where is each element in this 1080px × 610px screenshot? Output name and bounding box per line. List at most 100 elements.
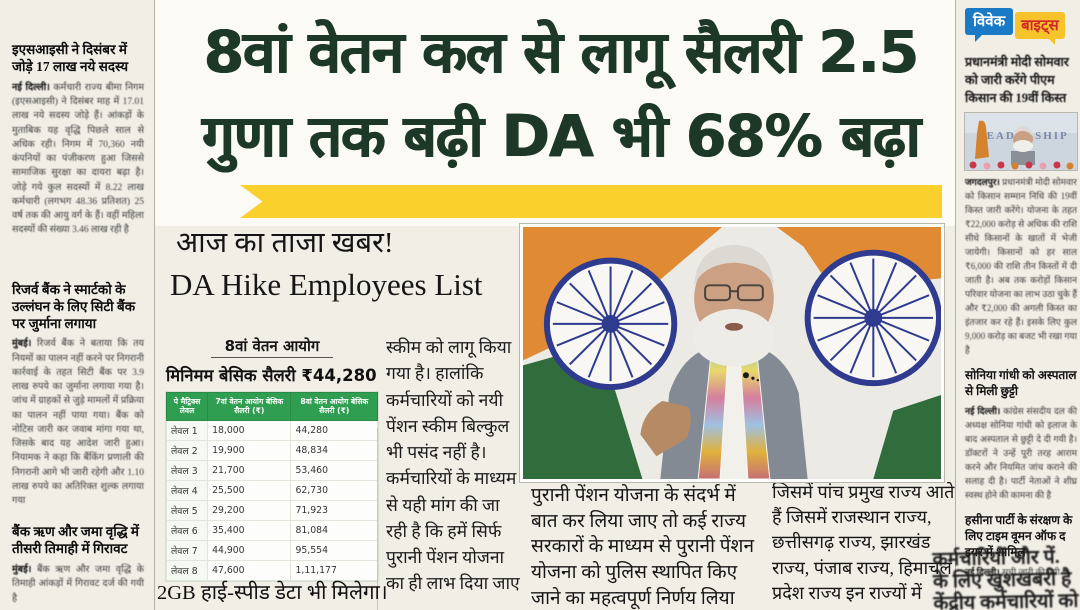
- cell-old: 19,900: [207, 439, 292, 461]
- body-column-3: जिसमें पांच प्रमुख राज्य आते हैं जिसमें …: [772, 482, 955, 610]
- cell-new: 48,834: [290, 439, 378, 461]
- table-row: लेवल 5 29,200 71,923: [165, 499, 378, 521]
- dateline: मुंबई।: [12, 339, 32, 350]
- pm-modi-main-photo: [520, 224, 944, 482]
- ashoka-chakra-icon: [804, 249, 941, 387]
- left-article-2-body: मुंबई। रिजर्व बैंक ने बताया कि तय नियमों…: [12, 337, 144, 515]
- vivek-bytes-logo: विवेक बाइट्स: [965, 8, 1077, 45]
- yellow-ribbon-highlight: [240, 185, 942, 218]
- small-photo-illustration: LEADERSHIP: [965, 113, 1077, 171]
- pm-modi-photo-illustration: [523, 227, 941, 479]
- cell-new: 44,280: [290, 419, 378, 441]
- pm-modi-small-photo: LEADERSHIP: [965, 113, 1077, 171]
- vivek-bytes-column: विवेक बाइट्स प्रधानमंत्री मोदी सोमवार को…: [961, 0, 1080, 610]
- column-divider-middle: [377, 428, 378, 610]
- kicker-english: DA Hike Employees List: [170, 267, 483, 302]
- kicker-hindi: आज का ताजा खबर!: [176, 227, 394, 259]
- cell-old: 47,600: [207, 559, 292, 581]
- body-text: सूची जारी की गयी: [1001, 567, 1060, 578]
- cell-old: 21,700: [207, 459, 292, 481]
- flag-green-band: [523, 343, 643, 479]
- body-column-1: स्कीम को लागू किया गया है। हालांकि कर्मच…: [386, 337, 520, 594]
- cell-old: 25,500: [207, 479, 292, 501]
- main-headline-line-1: 8वां वेतन कल से लागू सैलरी 2.5: [203, 18, 919, 86]
- table-row: लेवल 6 35,400 81,084: [165, 519, 378, 541]
- salary-table: पे मैट्रिक्स लेवल 7वां वेतन आयोग बेसिक स…: [165, 392, 378, 581]
- flower-garland-icon: [969, 161, 1074, 170]
- dateline: नई दिल्ली।: [965, 405, 1001, 416]
- flag-green-band: [873, 395, 941, 479]
- col-header-7th: 7वां वेतन आयोग बेसिक सैलरी (₹): [207, 392, 292, 421]
- body-text: रिजर्व बैंक ने बताया कि तय नियमों का पाल…: [12, 339, 144, 507]
- cell-level: लेवल 7: [165, 539, 209, 561]
- cell-old: 44,900: [207, 539, 292, 561]
- table-row: लेवल 3 21,700 53,460: [165, 459, 378, 481]
- logo-part-yellow: बाइट्स: [1015, 12, 1065, 45]
- ghost-line: केंद्रीय कर्मचारियों को: [933, 590, 1079, 610]
- glasses-icon: [704, 284, 764, 302]
- ghost-line: के लिए खुशखबरी है: [932, 568, 1072, 593]
- ghost-line: कर्मचारियों और पें.: [932, 546, 1060, 571]
- cell-level: लेवल 5: [165, 499, 209, 521]
- gesturing-hand: [640, 400, 691, 457]
- table-row: लेवल 1 18,000 44,280: [165, 419, 378, 441]
- col-header-level: पे मैट्रिक्स लेवल: [165, 392, 209, 421]
- column-divider-left: [154, 0, 155, 610]
- body-text: कांग्रेस संसदीय दल की अध्यक्ष सोनिया गां…: [965, 405, 1077, 500]
- cell-level: लेवल 2: [165, 439, 209, 461]
- body-text: बैंक ऋण और जमा वृद्धि के तिमाही आंकड़ों …: [12, 565, 144, 604]
- left-article-2-headline: रिजर्व बैंक ने स्मार्टको के उल्लंघन के ल…: [12, 281, 136, 331]
- right-article-2-headline: सोनिया गांधी को अस्पताल से मिली छुट्टी: [965, 367, 1077, 398]
- cell-new: 62,730: [290, 479, 378, 501]
- left-article-1-headline: इएसआइसी ने दिसंबर में जोड़े 17 लाख नये स…: [12, 42, 129, 74]
- table-header-row: पे मैट्रिक्स लेवल 7वां वेतन आयोग बेसिक स…: [165, 392, 378, 421]
- table-subtitle: मिनिमम बेसिक सैलरी ₹44,280: [166, 366, 377, 385]
- main-headline: 8वां वेतन कल से लागू सैलरी 2.5 गुणा तक ब…: [163, 10, 959, 178]
- left-article-3-body: मुंबई। बैंक ऋण और जमा वृद्धि के तिमाही आ…: [12, 563, 144, 603]
- cell-new: 81,084: [290, 519, 378, 541]
- cell-level: लेवल 4: [165, 479, 209, 501]
- dateline: मुंबई।: [12, 565, 32, 576]
- right-article-1-body: जगदलपुर। प्रधानमंत्री मोदी सोमवार को किस…: [965, 176, 1077, 357]
- body-column-2: पुरानी पेंशन योजना के संदर्भ में बात कर …: [531, 485, 755, 609]
- right-lead-headline: प्रधानमंत्री मोदी सोमवार को जारी करेंगे …: [965, 55, 1069, 106]
- left-article-1-body: नई दिल्ली। कर्मचारी राज्य बीमा निगम (इएस…: [12, 81, 144, 273]
- cell-new: 71,923: [290, 499, 378, 521]
- col-header-8th: 8वां वेतन आयोग बेसिक सैलरी (₹): [290, 392, 378, 421]
- statue-icon: [975, 120, 989, 160]
- cell-old: 18,000: [207, 419, 292, 441]
- pm-modi-figure: [640, 244, 808, 479]
- column-divider-right: [955, 0, 956, 610]
- right-article-3-headline: हसीना पार्टी के संरक्षण के लिए टाइम वूमन…: [965, 512, 1073, 559]
- ashoka-chakra-icon: [543, 257, 678, 391]
- cell-new: 53,460: [290, 459, 378, 481]
- main-headline-line-2: गुणा तक बढ़ी DA भी 68% बढ़ा: [202, 102, 921, 170]
- table-row: लेवल 7 44,900 95,554: [165, 539, 378, 561]
- dateline: जगदलपुर।: [965, 177, 1000, 188]
- table-row: लेवल 8 47,600 1,11,177: [165, 559, 378, 581]
- cell-old: 29,200: [207, 499, 292, 521]
- cell-new: 95,554: [290, 539, 378, 561]
- microphone-icon: [742, 372, 749, 379]
- table-title: 8वां वेतन आयोग: [166, 336, 378, 358]
- cell-old: 35,400: [207, 519, 292, 541]
- dateline: नई दिल्ली।: [12, 82, 50, 93]
- overlay-caption: 2GB हाई-स्पीड डेटा भी मिलेगा।: [157, 582, 388, 604]
- right-article-3-body: नई दिल्ली। सूची जारी की गयी: [965, 566, 1077, 580]
- body-text: कर्मचारी राज्य बीमा निगम (इएसआइसी) ने दि…: [12, 82, 144, 236]
- left-article-3-headline: बैंक ऋण और जमा वृद्धि में तीसरी तिमाही म…: [12, 524, 140, 557]
- right-article-2-body: नई दिल्ली। कांग्रेस संसदीय दल की अध्यक्ष…: [965, 405, 1077, 503]
- cell-level: लेवल 6: [165, 519, 209, 541]
- ghost-bleed-text: कर्मचारियों और पें. के लिए खुशखबरी है के…: [932, 546, 1080, 610]
- body-text: प्रधानमंत्री मोदी सोमवार को किसान सम्मान…: [965, 177, 1077, 355]
- cell-new: 1,11,177: [290, 559, 378, 581]
- left-news-column: इएसआइसी ने दिसंबर में जोड़े 17 लाख नये स…: [0, 0, 154, 610]
- table-row: लेवल 2 19,900 48,834: [165, 439, 378, 461]
- pay-commission-table-block: 8वां वेतन आयोग मिनिमम बेसिक सैलरी ₹44,28…: [165, 336, 378, 581]
- dateline: नई दिल्ली।: [965, 567, 1000, 578]
- cell-level: लेवल 3: [165, 459, 209, 481]
- logo-part-blue: विवेक: [965, 8, 1014, 42]
- cell-level: लेवल 1: [165, 419, 209, 441]
- table-row: लेवल 4 25,500 62,730: [165, 479, 378, 501]
